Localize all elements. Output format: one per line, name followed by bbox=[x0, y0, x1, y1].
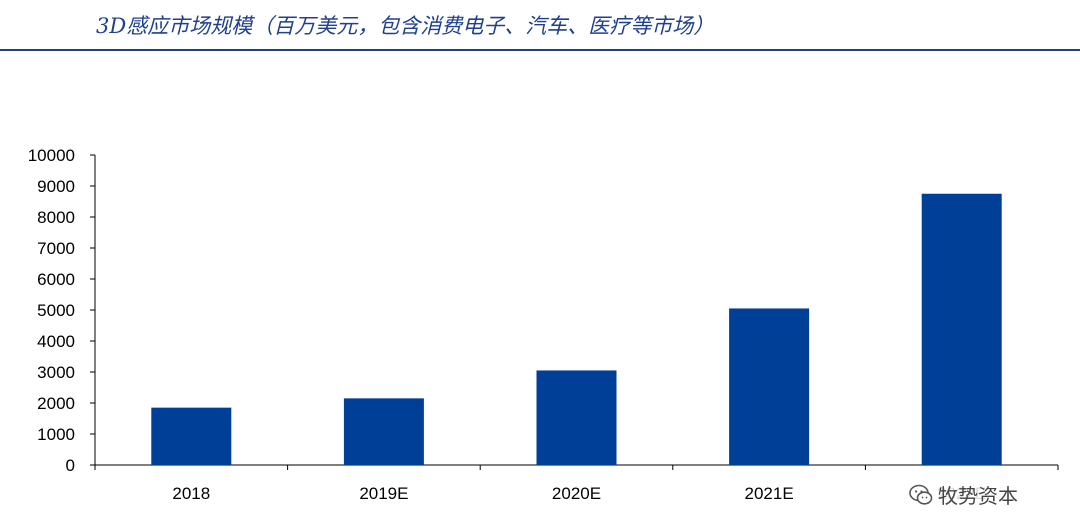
watermark-text: 牧势资本 bbox=[938, 484, 1018, 508]
y-tick-label: 0 bbox=[66, 456, 75, 475]
x-tick-label: 2019E bbox=[359, 484, 408, 503]
y-tick-label: 10000 bbox=[28, 146, 75, 165]
bar-2020E bbox=[536, 370, 617, 465]
bar-2019E bbox=[343, 398, 424, 465]
bar-2021E bbox=[729, 308, 810, 465]
y-tick-label: 8000 bbox=[37, 208, 75, 227]
y-tick-label: 2000 bbox=[37, 394, 75, 413]
y-tick-label: 7000 bbox=[37, 239, 75, 258]
y-tick-label: 5000 bbox=[37, 301, 75, 320]
bar-2018 bbox=[151, 407, 232, 465]
wechat-icon bbox=[909, 484, 933, 505]
y-tick-label: 4000 bbox=[37, 332, 75, 351]
title-divider bbox=[0, 49, 1080, 51]
y-tick-label: 9000 bbox=[37, 177, 75, 196]
x-tick-label: 2018 bbox=[172, 484, 210, 503]
y-tick-label: 1000 bbox=[37, 425, 75, 444]
bars bbox=[151, 193, 1002, 465]
x-tick-label: 2021E bbox=[745, 484, 794, 503]
watermark: 牧势资本 bbox=[904, 478, 1022, 511]
y-tick-label: 3000 bbox=[37, 363, 75, 382]
chart-title: 3D感应市场规模（百万美元，包含消费电子、汽车、医疗等市场） bbox=[96, 14, 715, 38]
y-axis: 0 1000 2000 3000 4000 5000 6000 7000 8000 9000 100… bbox=[28, 146, 96, 475]
x-tick-label: 2020E bbox=[552, 484, 601, 503]
bar-2022E bbox=[921, 193, 1002, 465]
y-tick-label: 6000 bbox=[37, 270, 75, 289]
